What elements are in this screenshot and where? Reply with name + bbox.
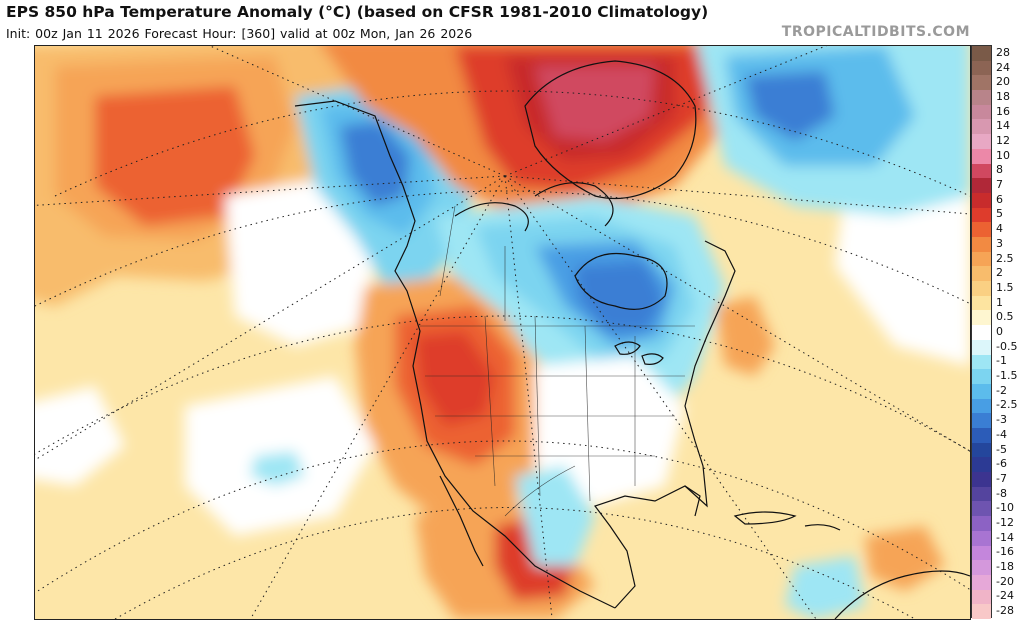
colorbar-tick-label: 1.5 [996, 280, 1014, 294]
colorbar-swatch [972, 119, 991, 135]
colorbar-swatch [972, 60, 991, 76]
colorbar-tick-label: -6 [996, 457, 1007, 471]
anomaly-map [34, 45, 971, 620]
colorbar-swatch [972, 192, 991, 209]
colorbar-tick-label: 5 [996, 207, 1003, 221]
colorbar-swatch [972, 574, 991, 591]
colorbar-tick-label: -0.5 [996, 339, 1018, 353]
colorbar-swatch [972, 237, 991, 253]
colorbar-tick-label: -4 [996, 427, 1007, 441]
colorbar-swatch [972, 589, 991, 605]
colorbar-swatch [972, 134, 991, 150]
colorbar-tick-label: -1.5 [996, 369, 1018, 383]
colorbar-tick-label: -12 [996, 516, 1014, 529]
colorbar-tick-label: -10 [996, 501, 1014, 515]
colorbar-tick-label: 20 [996, 75, 1010, 89]
colorbar-swatch [972, 442, 991, 458]
colorbar-tick-label: 28 [996, 45, 1010, 59]
colorbar-tick-label: 2 [996, 266, 1003, 280]
colorbar-tick-label: 1 [996, 295, 1003, 309]
colorbar-swatch [972, 295, 991, 311]
colorbar-swatch [972, 178, 991, 194]
colorbar-swatch [972, 104, 991, 120]
coastlines [294, 60, 970, 619]
colorbar-tick-label: 10 [996, 148, 1010, 162]
colorbar-tick-label: -18 [996, 560, 1014, 574]
colorbar-swatch [972, 266, 991, 282]
colorbar-swatch [972, 472, 991, 488]
colorbar-tick-label: -24 [996, 589, 1014, 603]
colorbar-tick-label: -20 [996, 574, 1014, 588]
colorbar-tick-label: -28 [996, 604, 1014, 618]
colorbar-swatch [972, 325, 991, 341]
colorbar-swatch [972, 75, 991, 91]
graticule [35, 46, 970, 619]
colorbar-tick-label: 8 [996, 163, 1003, 177]
colorbar-swatch [972, 560, 991, 576]
political-boundaries [420, 205, 695, 517]
colorbar-tick-label: 16 [996, 104, 1010, 118]
colorbar-swatch [972, 251, 991, 267]
colorbar-swatch [972, 413, 991, 429]
colorbar-swatch [972, 207, 991, 223]
colorbar-swatch [972, 530, 991, 547]
colorbar-swatch [972, 163, 991, 179]
colorbar-swatch [972, 222, 991, 238]
colorbar-swatch [972, 604, 991, 620]
colorbar-tick-label: 12 [996, 134, 1010, 147]
colorbar-swatch [972, 339, 991, 356]
colorbar-tick-label: 14 [996, 119, 1010, 133]
colorbar-tick-label: 18 [996, 89, 1010, 103]
colorbar-swatch [972, 281, 991, 297]
colorbar-swatch [972, 501, 991, 517]
colorbar-swatch [972, 369, 991, 385]
colorbar-tick-label: -1 [996, 354, 1007, 368]
colorbar-tick-label: 2.5 [996, 251, 1014, 265]
colorbar-swatch [972, 428, 991, 444]
colorbar-swatch [972, 90, 991, 106]
colorbar-tick-label: -8 [996, 486, 1007, 500]
colorbar-swatch [972, 545, 991, 561]
colorbar-tick-label: -5 [996, 442, 1007, 456]
site-watermark: TROPICALTIDBITS.COM [781, 24, 970, 40]
colorbar-tick-label: 4 [996, 222, 1003, 236]
colorbar-tick-label: 0 [996, 325, 1003, 338]
colorbar-tick-label: 0.5 [996, 310, 1014, 324]
colorbar-tick-label: 7 [996, 178, 1003, 192]
chart-title: EPS 850 hPa Temperature Anomaly (°C) (ba… [6, 3, 709, 21]
colorbar-swatch [972, 354, 991, 370]
colorbar-tick-label: 24 [996, 60, 1010, 74]
colorbar-tick-label: -2 [996, 383, 1007, 397]
colorbar [971, 45, 992, 620]
colorbar-swatch [972, 516, 991, 532]
colorbar-swatch [972, 310, 991, 326]
colorbar-swatch [972, 383, 991, 400]
colorbar-tick-label: -7 [996, 471, 1007, 485]
colorbar-swatch [972, 148, 991, 165]
colorbar-swatch [972, 457, 991, 473]
forecast-info: Init: 00z Jan 11 2026 Forecast Hour: [36… [6, 26, 473, 41]
colorbar-tick-label: -14 [996, 530, 1014, 544]
colorbar-tick-label: -16 [996, 545, 1014, 559]
colorbar-tick-label: -2.5 [996, 398, 1018, 412]
colorbar-swatch [972, 46, 991, 62]
colorbar-tick-label: 6 [996, 192, 1003, 206]
colorbar-tick-label: 3 [996, 236, 1003, 250]
colorbar-swatch [972, 398, 991, 414]
colorbar-tick-label: -3 [996, 413, 1007, 427]
colorbar-swatch [972, 486, 991, 502]
